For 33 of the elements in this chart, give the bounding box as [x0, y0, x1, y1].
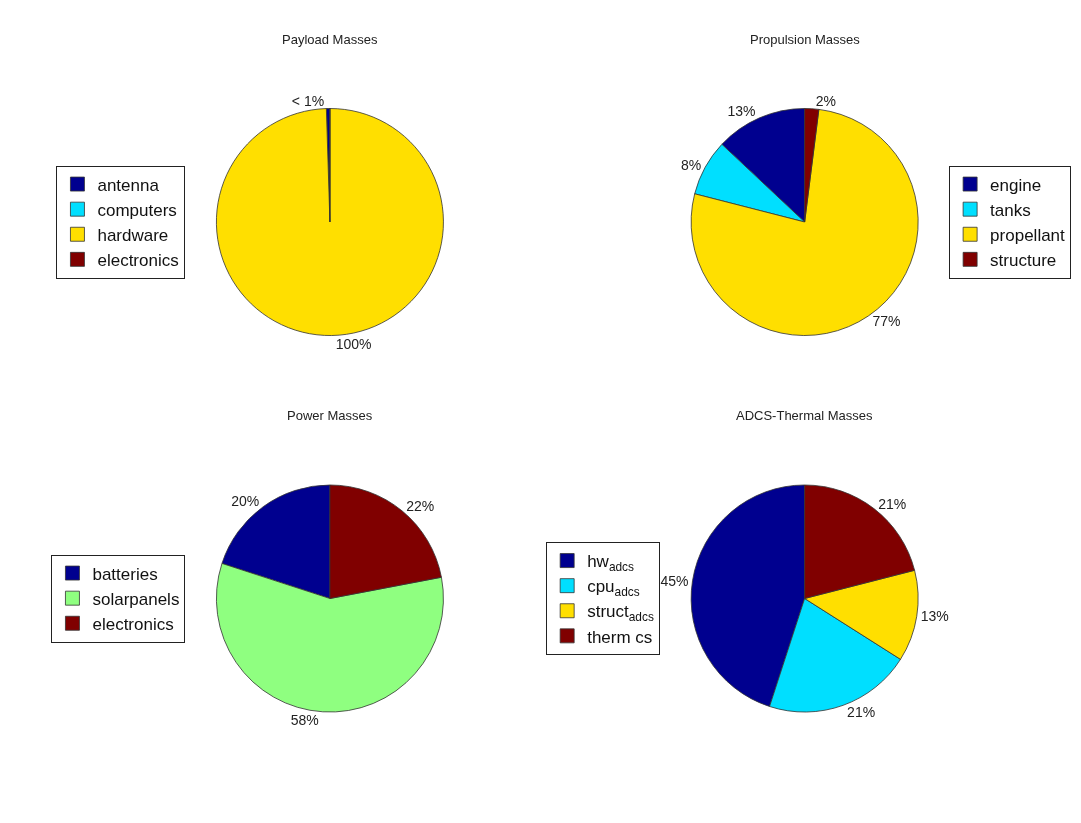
- legend-label: structure: [990, 250, 1057, 270]
- legend-label: electronics: [92, 614, 174, 634]
- legend-label: antenna: [97, 175, 160, 195]
- data-label: 77%: [872, 313, 901, 330]
- legend-label: tanks: [990, 200, 1031, 220]
- legend-label: batteries: [92, 564, 158, 584]
- data-label: 13%: [727, 103, 756, 120]
- legend-label: hardware: [97, 225, 169, 245]
- legend-label: propellant: [990, 225, 1066, 245]
- chart-title: Power Masses: [287, 408, 373, 423]
- legend-label: solarpanels: [92, 589, 180, 609]
- data-label: 13%: [920, 608, 949, 625]
- data-label: 8%: [680, 157, 702, 174]
- data-label: 21%: [847, 704, 876, 721]
- data-label: < 1%: [291, 92, 325, 109]
- legend-label: hw$_{adcs}$: [587, 552, 635, 574]
- legend-label: cpu$_{adcs}$: [587, 577, 640, 599]
- legend-label: electronics: [97, 250, 179, 270]
- data-label: 2%: [815, 92, 836, 109]
- chart-title: ADCS-Thermal Masses: [736, 408, 874, 423]
- data-label: 100%: [335, 335, 372, 352]
- data-label: 58%: [290, 711, 319, 728]
- data-label: 22%: [406, 498, 435, 515]
- legend-label: computers: [97, 200, 177, 220]
- legend-label: therm cs: [587, 627, 653, 647]
- pie-slice: [216, 108, 444, 336]
- chart-title: Payload Masses: [282, 32, 378, 47]
- data-label: 20%: [231, 493, 260, 510]
- legend-label: engine: [990, 175, 1042, 195]
- data-label: 21%: [878, 495, 907, 512]
- legend-label: struct$_{adcs}$: [587, 602, 654, 624]
- chart-title: Propulsion Masses: [750, 32, 861, 47]
- data-label: 45%: [660, 572, 689, 589]
